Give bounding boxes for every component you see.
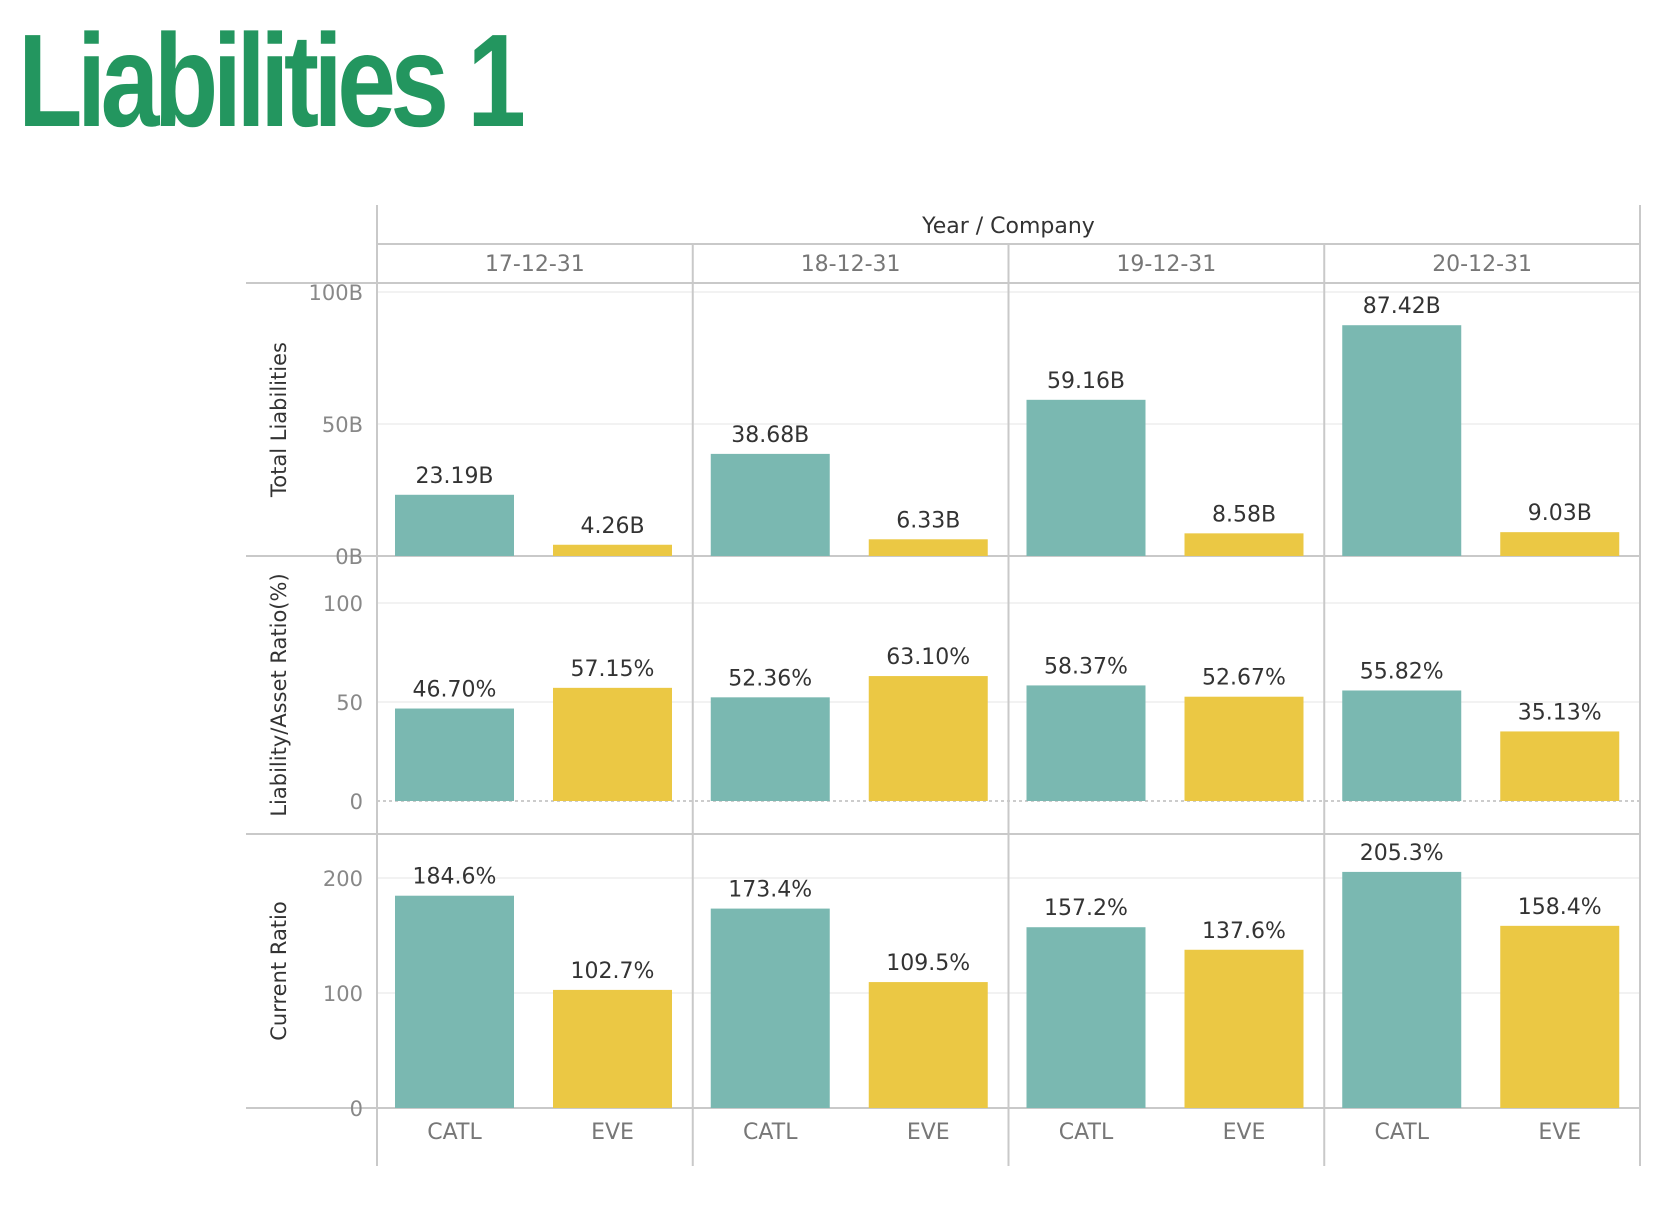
data-label: 137.6% [1202,919,1286,944]
bar-catl[interactable] [395,708,514,801]
data-label: 4.26B [580,514,644,539]
bar-catl[interactable] [395,494,514,556]
data-label: 8.58B [1212,502,1276,527]
bar-eve[interactable] [868,982,988,1108]
x-category-label: EVE [591,1120,634,1145]
data-label: 55.82% [1360,659,1444,684]
data-label: 109.5% [886,951,970,976]
bar-catl[interactable] [1026,399,1146,556]
y-tick-label: 50 [336,691,363,715]
y-tick-label: 100B [309,281,364,305]
bar-catl[interactable] [1026,927,1146,1108]
data-label: 35.13% [1518,700,1602,725]
bar-eve[interactable] [868,676,988,801]
row-axis-label: Liability/Asset Ratio(%) [267,573,291,816]
bar-eve[interactable] [868,539,988,556]
data-label: 57.15% [571,657,655,682]
data-label: 52.67% [1202,666,1286,691]
y-tick-label: 200 [323,867,363,891]
page-title: Liabilities 1 [18,7,526,154]
data-label: 58.37% [1044,654,1128,679]
x-category-label: CATL [1059,1120,1114,1145]
data-label: 173.4% [728,878,812,903]
bar-eve[interactable] [1184,533,1304,556]
data-label: 59.16B [1047,369,1125,394]
bar-catl[interactable] [710,453,830,556]
data-label: 46.70% [413,678,497,703]
x-category-label: EVE [907,1120,950,1145]
bar-eve[interactable] [1500,731,1620,801]
bar-catl[interactable] [1342,325,1462,556]
bar-eve[interactable] [1184,949,1304,1108]
x-category-label: CATL [427,1120,482,1145]
bar-catl[interactable] [1026,685,1146,801]
data-label: 205.3% [1360,841,1444,866]
x-category-label: EVE [1538,1120,1581,1145]
bar-catl[interactable] [710,908,830,1108]
data-label: 87.42B [1363,294,1441,319]
bar-catl[interactable] [1342,871,1462,1108]
data-label: 158.4% [1518,895,1602,920]
bar-eve[interactable] [553,989,672,1108]
bar-eve[interactable] [1500,925,1620,1108]
bar-catl[interactable] [710,697,830,801]
data-label: 102.7% [571,959,655,984]
year-label: 19-12-31 [1116,252,1216,277]
data-label: 6.33B [896,508,960,533]
year-label: 20-12-31 [1432,252,1532,277]
year-label: 18-12-31 [801,252,901,277]
y-tick-label: 0 [350,1097,363,1121]
header-title: Year / Company [921,214,1095,239]
data-label: 38.68B [731,423,809,448]
x-category-label: CATL [743,1120,798,1145]
data-label: 23.19B [415,464,493,489]
bar-eve[interactable] [1500,532,1620,556]
bar-eve[interactable] [553,544,672,556]
bar-catl[interactable] [395,895,514,1108]
x-category-label: EVE [1223,1120,1266,1145]
data-label: 157.2% [1044,896,1128,921]
year-label: 17-12-31 [485,252,585,277]
y-tick-label: 50B [322,413,363,437]
bar-eve[interactable] [1184,696,1304,801]
row-axis-label: Current Ratio [267,901,291,1040]
y-tick-label: 100 [323,982,363,1006]
data-label: 63.10% [886,645,970,670]
x-category-label: CATL [1375,1120,1430,1145]
bar-eve[interactable] [553,687,672,801]
data-label: 52.36% [728,666,812,691]
bar-catl[interactable] [1342,690,1462,801]
data-label: 184.6% [413,865,497,890]
y-tick-label: 0 [350,790,363,814]
data-label: 9.03B [1528,501,1592,526]
row-axis-label: Total Liabilities [267,342,291,498]
y-tick-label: 100 [323,592,363,616]
y-tick-label: 0B [335,545,363,569]
